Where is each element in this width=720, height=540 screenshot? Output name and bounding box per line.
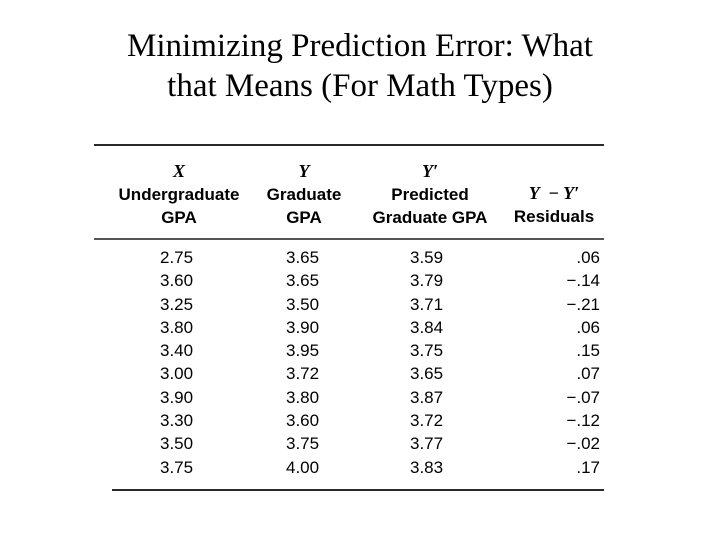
cell-residual: −.21	[566, 294, 600, 314]
header-label-line-2: GPA	[161, 208, 197, 227]
cell-residual: .07	[576, 364, 600, 384]
cell-residual: .06	[576, 317, 600, 337]
header-symbol-y-minus-y-prime: Y − Y′	[528, 183, 580, 203]
cell-graduate-gpa: 3.95	[286, 341, 320, 361]
header-undergraduate-gpa: X Undergraduate GPA	[104, 160, 254, 229]
cell-undergraduate-gpa: 3.30	[160, 411, 194, 431]
cell-residual: −.02	[566, 434, 600, 454]
header-label-line-1: Predicted	[391, 185, 469, 204]
cell-predicted-graduate-gpa: 3.83	[410, 457, 444, 477]
header-symbol-y-prime: Y′	[421, 161, 439, 181]
cell-predicted-graduate-gpa: 3.75	[410, 341, 444, 361]
header-label-line-2: GPA	[286, 208, 322, 227]
gpa-residuals-table: X Undergraduate GPA Y Graduate GPA Y′ Pr…	[94, 140, 606, 496]
cell-predicted-graduate-gpa: 3.79	[410, 271, 444, 291]
header-symbol-x: X	[172, 161, 185, 181]
cell-predicted-graduate-gpa: 3.71	[410, 294, 444, 314]
cell-graduate-gpa: 3.72	[286, 364, 320, 384]
cell-graduate-gpa: 3.80	[286, 387, 320, 407]
header-label-line-2: Graduate GPA	[372, 208, 488, 227]
table-top-rule	[94, 144, 604, 146]
cell-undergraduate-gpa: 3.25	[160, 294, 194, 314]
cell-graduate-gpa: 4.00	[286, 457, 320, 477]
cell-predicted-graduate-gpa: 3.59	[410, 248, 444, 267]
table-header-rule	[94, 238, 604, 240]
cell-undergraduate-gpa: 2.75	[160, 248, 194, 267]
header-predicted-graduate-gpa: Y′ Predicted Graduate GPA	[356, 160, 504, 229]
slide-title-line-2: that Means (For Math Types)	[167, 68, 553, 104]
header-label-line-1: Undergraduate	[118, 185, 240, 204]
cell-residual: −.14	[566, 271, 600, 291]
cell-undergraduate-gpa: 3.80	[160, 317, 194, 337]
cell-predicted-graduate-gpa: 3.87	[410, 387, 444, 407]
column-predicted-graduate-gpa: 3.59 3.79 3.71 3.84 3.75 3.65 3.87 3.72 3.77 3.83	[410, 246, 443, 479]
cell-residual: −.07	[566, 387, 600, 407]
cell-predicted-graduate-gpa: 3.72	[410, 411, 444, 431]
cell-graduate-gpa: 3.60	[286, 411, 320, 431]
cell-undergraduate-gpa: 3.50	[160, 434, 194, 454]
cell-predicted-graduate-gpa: 3.77	[410, 434, 444, 454]
cell-residual: −.12	[566, 411, 600, 431]
column-graduate-gpa: 3.65 3.65 3.50 3.90 3.95 3.72 3.80 3.60 3.75 4.00	[286, 246, 319, 479]
cell-graduate-gpa: 3.65	[286, 271, 320, 291]
header-label-line-1: Graduate	[266, 185, 342, 204]
slide-title: Minimizing Prediction Error: What that M…	[0, 26, 720, 106]
cell-graduate-gpa: 3.50	[286, 294, 320, 314]
cell-predicted-graduate-gpa: 3.84	[410, 317, 444, 337]
cell-undergraduate-gpa: 3.75	[160, 457, 194, 477]
header-label-line-1: Residuals	[513, 207, 595, 226]
slide-title-line-1: Minimizing Prediction Error: What	[127, 28, 593, 64]
header-graduate-gpa: Y Graduate GPA	[259, 160, 349, 229]
cell-residual: .06	[576, 248, 600, 267]
header-symbol-y: Y	[298, 161, 310, 181]
cell-undergraduate-gpa: 3.60	[160, 271, 194, 291]
table-bottom-rule	[112, 489, 604, 491]
cell-undergraduate-gpa: 3.40	[160, 341, 194, 361]
cell-residual: .17	[576, 457, 600, 477]
cell-graduate-gpa: 3.65	[286, 248, 320, 267]
cell-graduate-gpa: 3.90	[286, 317, 320, 337]
column-undergraduate-gpa: 2.75 3.60 3.25 3.80 3.40 3.00 3.90 3.30 3.50 3.75	[160, 246, 193, 479]
cell-predicted-graduate-gpa: 3.65	[410, 364, 444, 384]
cell-graduate-gpa: 3.75	[286, 434, 320, 454]
cell-residual: .15	[576, 341, 600, 361]
column-residuals: .06 −.14 −.21 .06 .15 .07 −.07 −.12 −.02 .17	[532, 246, 600, 479]
header-residuals: Y − Y′ Residuals	[504, 182, 604, 228]
cell-undergraduate-gpa: 3.00	[160, 364, 194, 384]
cell-undergraduate-gpa: 3.90	[160, 387, 194, 407]
